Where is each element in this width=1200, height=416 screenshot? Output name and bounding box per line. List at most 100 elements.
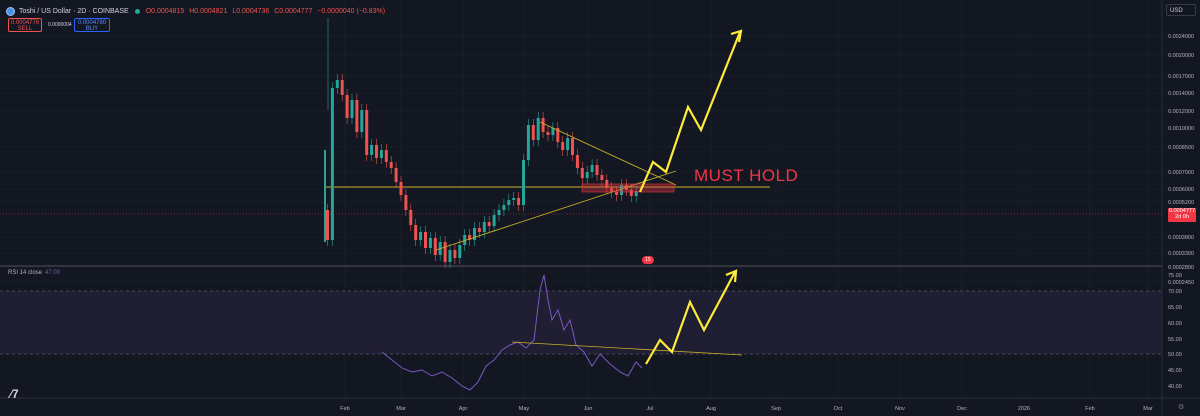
rsi-tick-label: 65.00 <box>1168 305 1182 311</box>
must-hold-annotation: MUST HOLD <box>694 166 799 185</box>
candle-body <box>330 88 334 240</box>
candle-body <box>566 138 570 150</box>
candle-body <box>453 250 457 258</box>
rsi-legend[interactable]: RSI 14 close 47.00 <box>8 270 60 276</box>
candle-body <box>522 160 525 205</box>
projection-arrow-rsi <box>645 271 736 365</box>
candle-body <box>448 250 452 262</box>
must-hold-zone <box>581 183 675 193</box>
candle-body <box>590 165 594 172</box>
rsi-tick-label: 70.00 <box>1168 289 1182 295</box>
time-tick-label: Oct <box>834 406 843 412</box>
candle-body <box>561 142 565 150</box>
rsi-tick-label: 45.00 <box>1168 368 1182 374</box>
current-price-value: 0.0004777 <box>1169 208 1195 214</box>
events-badge[interactable]: 15 <box>642 256 654 264</box>
candle-body <box>492 215 496 226</box>
candle-body <box>507 200 511 205</box>
candle-body <box>379 150 383 158</box>
candle-body <box>433 238 437 255</box>
time-axis: Feb Mar Apr May Jun Jul Aug Sep Oct Nov Dec 2026 Feb… <box>340 406 1153 412</box>
rsi-tick-label: 55.00 <box>1168 337 1182 343</box>
sell-button[interactable]: 0.0004776 SELL <box>8 18 42 32</box>
rsi-tick-label: 40.00 <box>1168 384 1182 390</box>
candle-body <box>536 118 540 140</box>
ohlc-open: O0.0004815 <box>145 7 185 15</box>
rsi-value: 47.00 <box>45 270 61 276</box>
candle-body <box>335 80 339 88</box>
candle-body <box>526 125 530 160</box>
candle-body <box>458 245 462 258</box>
projection-arrowhead-rsi <box>725 269 738 283</box>
time-tick-label: Jun <box>584 406 593 412</box>
buy-label: BUY <box>85 26 99 32</box>
symbol-title[interactable]: Toshi / US Dollar · 2D · COINBASE <box>19 7 129 15</box>
time-tick-label: Feb <box>1085 406 1094 412</box>
rising-trendline <box>435 170 677 251</box>
candle-body <box>634 191 638 196</box>
market-status-icon <box>134 8 140 14</box>
candle-body <box>517 198 521 205</box>
time-tick-label: Aug <box>706 406 716 412</box>
candle-body <box>551 128 555 135</box>
candle-body <box>477 228 481 232</box>
currency-selector[interactable]: USD <box>1166 4 1196 16</box>
candle-body <box>384 150 388 162</box>
price-tick-label: 0.0010000 <box>1168 126 1194 132</box>
rsi-line <box>381 274 643 391</box>
candle-body <box>497 210 501 215</box>
candle-body <box>531 125 535 140</box>
candle-body <box>424 232 427 248</box>
candle-body <box>610 188 614 192</box>
candle-body <box>468 235 472 240</box>
toshi-logo-icon <box>6 6 15 16</box>
time-tick-label: Feb <box>340 406 349 412</box>
price-tick-label: 0.0005200 <box>1168 200 1194 206</box>
candle-body <box>546 132 550 135</box>
candle-body <box>414 225 418 240</box>
time-tick-label: Sep <box>771 406 781 412</box>
candle-body <box>394 168 398 182</box>
candle-body <box>629 190 633 196</box>
candle-body <box>375 145 378 158</box>
candle-body <box>463 235 467 245</box>
spread-value: 0.0000004 <box>48 22 72 28</box>
candle-body <box>404 195 408 210</box>
price-tick-label: 0.0002450 <box>1168 280 1194 286</box>
rsi-tick-label: 50.00 <box>1168 352 1182 358</box>
candle-body <box>350 100 354 118</box>
candle-body <box>355 100 359 132</box>
gear-icon[interactable]: ⚙ <box>1178 404 1185 411</box>
candle-body <box>580 168 584 178</box>
falling-trendline <box>539 121 677 186</box>
time-tick-label: May <box>519 406 530 412</box>
rsi-trendline <box>511 341 743 356</box>
price-tick-label: 0.0008500 <box>1168 145 1194 151</box>
price-tick-label: 0.0002800 <box>1168 265 1194 271</box>
candle-body <box>502 205 506 210</box>
rsi-tick-label: 60.00 <box>1168 321 1182 327</box>
candle-body <box>620 185 623 195</box>
tradingview-logo-icon[interactable]: ⁄7 <box>10 387 19 401</box>
candle-body <box>360 110 364 132</box>
rsi-tick-label: 75.00 <box>1168 273 1182 279</box>
price-tick-label: 0.0003300 <box>1168 251 1194 257</box>
candle-body <box>345 95 349 118</box>
price-tick-label: 0.0024000 <box>1168 34 1194 40</box>
buy-button[interactable]: 0.0004780 BUY <box>74 18 110 32</box>
candle-body <box>571 138 574 155</box>
price-tick-label: 0.0012000 <box>1168 109 1194 115</box>
candle-body <box>585 172 589 178</box>
sell-label: SELL <box>17 26 33 32</box>
price-tick-label: 0.0017000 <box>1168 74 1194 80</box>
sell-price: 0.0004776 <box>10 20 40 26</box>
time-tick-label: Nov <box>895 406 905 412</box>
symbol-header[interactable]: Toshi / US Dollar · 2D · COINBASE O0.000… <box>6 4 388 18</box>
buy-price: 0.0004780 <box>77 20 107 26</box>
candle-body <box>512 198 516 200</box>
projection-arrow-price <box>638 31 742 193</box>
candle-body <box>556 128 560 142</box>
candle-body <box>389 162 393 168</box>
